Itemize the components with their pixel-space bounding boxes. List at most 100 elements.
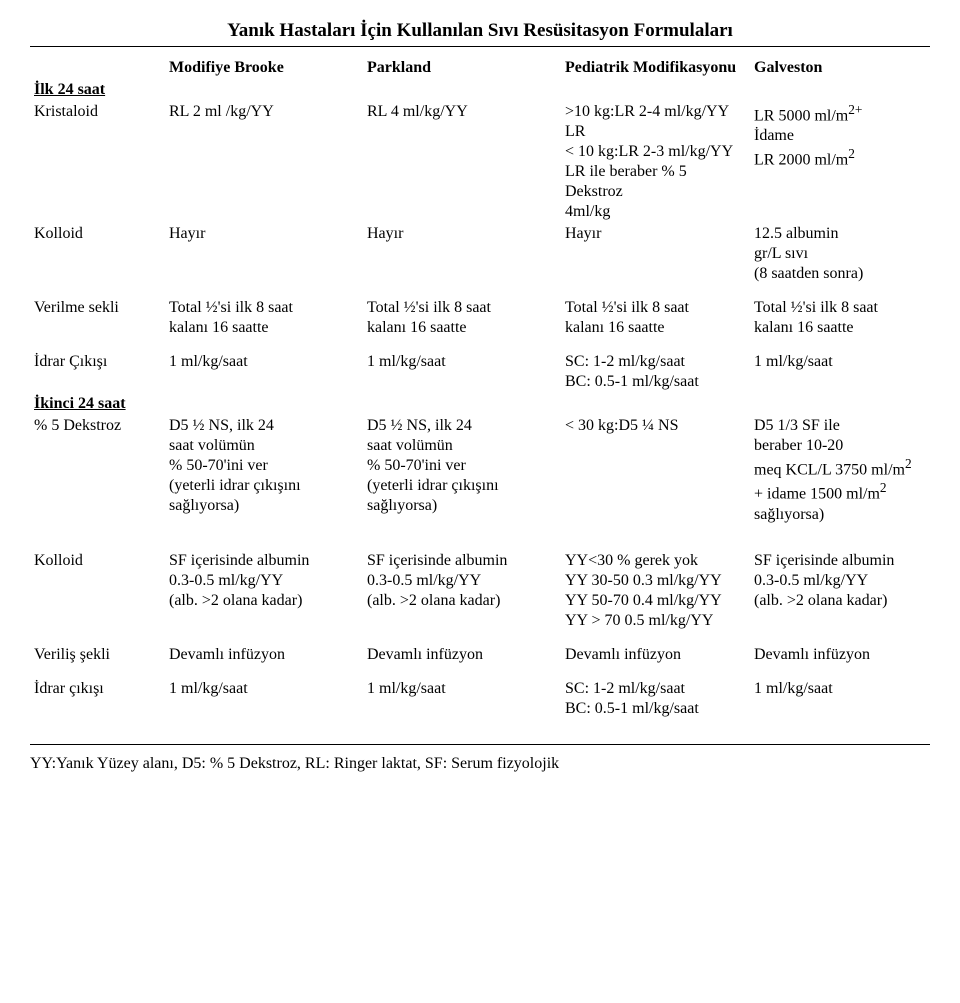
spacer <box>30 285 930 297</box>
row-kolloid-2-label: Kolloid <box>30 550 165 632</box>
kolloid1-c3: Hayır <box>561 223 750 285</box>
kolloid2-c4: SF içerisinde albumin 0.3-0.5 ml/kg/YY (… <box>750 550 930 632</box>
kristaloid-c4-l3-sup: 2 <box>848 146 855 161</box>
row-kolloid-1: Kolloid Hayır Hayır Hayır 12.5 albumin g… <box>30 223 930 285</box>
kristaloid-c4-l3: LR 2000 ml/m <box>754 152 848 169</box>
verilme-c4: Total ½'si ilk 8 saat kalanı 16 saatte <box>750 297 930 339</box>
kolloid2-c1-l2: 0.3-0.5 ml/kg/YY <box>169 572 283 589</box>
spacer <box>30 526 930 550</box>
kolloid2-c2: SF içerisinde albumin 0.3-0.5 ml/kg/YY (… <box>363 550 561 632</box>
idrar2-c3-l2: BC: 0.5-1 ml/kg/saat <box>565 700 699 717</box>
verilme-c1-l2: kalanı 16 saatte <box>169 319 269 336</box>
kristaloid-c3-l3: LR ile beraber % 5 Dekstroz <box>565 163 687 200</box>
row-idrar2-label: İdrar çıkışı <box>30 678 165 720</box>
kolloid2-c1-l3: (alb. >2 olana kadar) <box>169 592 302 609</box>
kolloid2-c3: YY<30 % gerek yok YY 30-50 0.3 ml/kg/YY … <box>561 550 750 632</box>
dekstroz-c2-l1: D5 ½ NS, ilk 24 <box>367 417 472 434</box>
row-dekstroz: % 5 Dekstroz D5 ½ NS, ilk 24 saat volümü… <box>30 415 930 526</box>
row-verilis: Veriliş şekli Devamlı infüzyon Devamlı i… <box>30 644 930 666</box>
dekstroz-c4: D5 1/3 SF ile beraber 10-20 meq KCL/L 37… <box>750 415 930 526</box>
kolloid1-c4-l3: (8 saatden sonra) <box>754 265 863 282</box>
row-verilme-label: Verilme sekli <box>30 297 165 339</box>
idrar2-c3: SC: 1-2 ml/kg/saat BC: 0.5-1 ml/kg/saat <box>561 678 750 720</box>
dekstroz-c2-l5: sağlıyorsa) <box>367 497 437 514</box>
dekstroz-c1-l4: (yeterli idrar çıkışını <box>169 477 301 494</box>
verilme-c4-l2: kalanı 16 saatte <box>754 319 854 336</box>
section-second24: İkinci 24 saat <box>30 393 930 415</box>
kristaloid-c1: RL 2 ml /kg/YY <box>165 101 363 223</box>
kristaloid-c4-l2: İdame <box>754 127 794 144</box>
kolloid2-c1-l1: SF içerisinde albumin <box>169 552 309 569</box>
kristaloid-c4-l1: LR 5000 ml/m <box>754 107 848 124</box>
kristaloid-c2: RL 4 ml/kg/YY <box>363 101 561 223</box>
kolloid2-c3-l3: YY 50-70 0.4 ml/kg/YY <box>565 592 722 609</box>
row-idrar-1: İdrar Çıkışı 1 ml/kg/saat 1 ml/kg/saat S… <box>30 351 930 393</box>
idrar2-c1: 1 ml/kg/saat <box>165 678 363 720</box>
column-header-row: Modifiye Brooke Parkland Pediatrik Modif… <box>30 57 930 79</box>
row-verilme: Verilme sekli Total ½'si ilk 8 saat kala… <box>30 297 930 339</box>
kolloid2-c3-l2: YY 30-50 0.3 ml/kg/YY <box>565 572 722 589</box>
verilis-c4: Devamlı infüzyon <box>750 644 930 666</box>
verilis-c2: Devamlı infüzyon <box>363 644 561 666</box>
kolloid1-c1: Hayır <box>165 223 363 285</box>
title-divider <box>30 46 930 47</box>
idrar1-c4: 1 ml/kg/saat <box>750 351 930 393</box>
kristaloid-c3-l2: < 10 kg:LR 2-3 ml/kg/YY <box>565 143 733 160</box>
row-kristaloid-label: Kristaloid <box>30 101 165 223</box>
verilme-c2-l1: Total ½'si ilk 8 saat <box>367 299 491 316</box>
section-first24: İlk 24 saat <box>30 79 930 101</box>
spacer <box>30 720 930 744</box>
dekstroz-c4-l1: D5 1/3 SF ile <box>754 417 840 434</box>
idrar1-c3-l2: BC: 0.5-1 ml/kg/saat <box>565 373 699 390</box>
dekstroz-c2-l2: saat volümün <box>367 437 453 454</box>
col-parkland: Parkland <box>363 57 561 79</box>
page-title: Yanık Hastaları İçin Kullanılan Sıvı Res… <box>30 20 930 42</box>
kolloid2-c4-l3: (alb. >2 olana kadar) <box>754 592 887 609</box>
dekstroz-c4-l3-sup: 2 <box>905 456 912 471</box>
dekstroz-c3: < 30 kg:D5 ¼ NS <box>561 415 750 526</box>
section-first24-label: İlk 24 saat <box>30 79 930 101</box>
verilme-c3-l2: kalanı 16 saatte <box>565 319 665 336</box>
idrar2-c3-l1: SC: 1-2 ml/kg/saat <box>565 680 685 697</box>
verilis-c1: Devamlı infüzyon <box>165 644 363 666</box>
idrar1-c2: 1 ml/kg/saat <box>363 351 561 393</box>
kolloid2-c3-l4: YY > 70 0.5 ml/kg/YY <box>565 612 713 629</box>
row-dekstroz-label: % 5 Dekstroz <box>30 415 165 526</box>
kolloid2-c4-l2: 0.3-0.5 ml/kg/YY <box>754 572 868 589</box>
dekstroz-c4-l5: sağlıyorsa) <box>754 506 824 523</box>
kristaloid-c3-l1: >10 kg:LR 2-4 ml/kg/YY LR <box>565 103 729 140</box>
footnote-divider <box>30 744 930 745</box>
verilis-c3: Devamlı infüzyon <box>561 644 750 666</box>
idrar1-c3-l1: SC: 1-2 ml/kg/saat <box>565 353 685 370</box>
kolloid2-c4-l1: SF içerisinde albumin <box>754 552 894 569</box>
kolloid1-c4-l2: gr/L sıvı <box>754 245 808 262</box>
verilme-c1: Total ½'si ilk 8 saat kalanı 16 saatte <box>165 297 363 339</box>
idrar1-c3: SC: 1-2 ml/kg/saat BC: 0.5-1 ml/kg/saat <box>561 351 750 393</box>
dekstroz-c4-l4-sup: 2 <box>880 480 887 495</box>
row-kristaloid: Kristaloid RL 2 ml /kg/YY RL 4 ml/kg/YY … <box>30 101 930 223</box>
dekstroz-c2: D5 ½ NS, ilk 24 saat volümün % 50-70'ini… <box>363 415 561 526</box>
row-idrar1-label: İdrar Çıkışı <box>30 351 165 393</box>
dekstroz-c2-l4: (yeterli idrar çıkışını <box>367 477 499 494</box>
verilme-c1-l1: Total ½'si ilk 8 saat <box>169 299 293 316</box>
kristaloid-c4-l1-sup: 2+ <box>848 102 862 117</box>
spacer <box>30 632 930 644</box>
col-modifiye-brooke: Modifiye Brooke <box>165 57 363 79</box>
section-second24-label: İkinci 24 saat <box>30 393 930 415</box>
verilme-c2: Total ½'si ilk 8 saat kalanı 16 saatte <box>363 297 561 339</box>
footnote: YY:Yanık Yüzey alanı, D5: % 5 Dekstroz, … <box>30 755 930 773</box>
kolloid2-c2-l3: (alb. >2 olana kadar) <box>367 592 500 609</box>
idrar2-c2: 1 ml/kg/saat <box>363 678 561 720</box>
dekstroz-c4-l3a: meq KCL/L 3750 ml/m <box>754 461 905 478</box>
dekstroz-c1-l2: saat volümün <box>169 437 255 454</box>
verilme-c4-l1: Total ½'si ilk 8 saat <box>754 299 878 316</box>
kristaloid-c3: >10 kg:LR 2-4 ml/kg/YY LR < 10 kg:LR 2-3… <box>561 101 750 223</box>
formula-table: Modifiye Brooke Parkland Pediatrik Modif… <box>30 57 930 744</box>
verilme-c3-l1: Total ½'si ilk 8 saat <box>565 299 689 316</box>
idrar2-c4: 1 ml/kg/saat <box>750 678 930 720</box>
idrar1-c1: 1 ml/kg/saat <box>165 351 363 393</box>
spacer <box>30 666 930 678</box>
kristaloid-c4: LR 5000 ml/m2+ İdame LR 2000 ml/m2 <box>750 101 930 223</box>
kolloid1-c4: 12.5 albumin gr/L sıvı (8 saatden sonra) <box>750 223 930 285</box>
kolloid2-c2-l2: 0.3-0.5 ml/kg/YY <box>367 572 481 589</box>
